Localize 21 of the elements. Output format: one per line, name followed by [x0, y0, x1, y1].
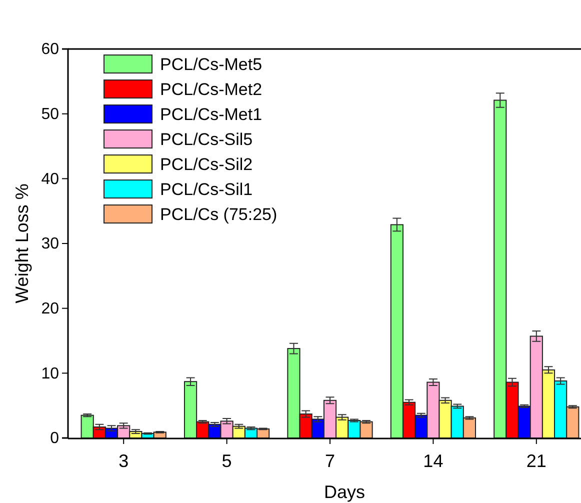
legend-label: PCL/Cs-Sil1: [160, 180, 253, 199]
y-tick-label: 40: [41, 170, 60, 188]
legend-label: PCL/Cs-Sil2: [160, 155, 253, 174]
y-tick-label: 50: [41, 106, 60, 123]
x-tick-label: 14: [423, 450, 444, 471]
x-axis-title: Days: [324, 482, 366, 502]
x-tick-label: 21: [526, 450, 546, 471]
y-axis-title: Weight Loss %: [12, 184, 32, 304]
legend-label: PCL/Cs (75:25): [160, 205, 278, 224]
x-tick-label: 7: [324, 450, 336, 471]
y-tick-label: 0: [50, 430, 60, 448]
legend-label: PCL/Cs-Sil5: [160, 130, 253, 149]
legend-label: PCL/Cs-Met1: [160, 105, 262, 124]
y-tick-label: 30: [41, 236, 60, 253]
y-tick-label: 10: [41, 365, 60, 382]
legend-label: PCL/Cs-Met2: [160, 80, 262, 99]
y-tick-label: 60: [41, 41, 60, 58]
y-tick-label: 20: [41, 300, 60, 318]
x-tick-label: 3: [118, 450, 129, 471]
x-tick-label: 5: [222, 450, 232, 471]
legend-label: PCL/Cs-Met5: [160, 55, 262, 74]
